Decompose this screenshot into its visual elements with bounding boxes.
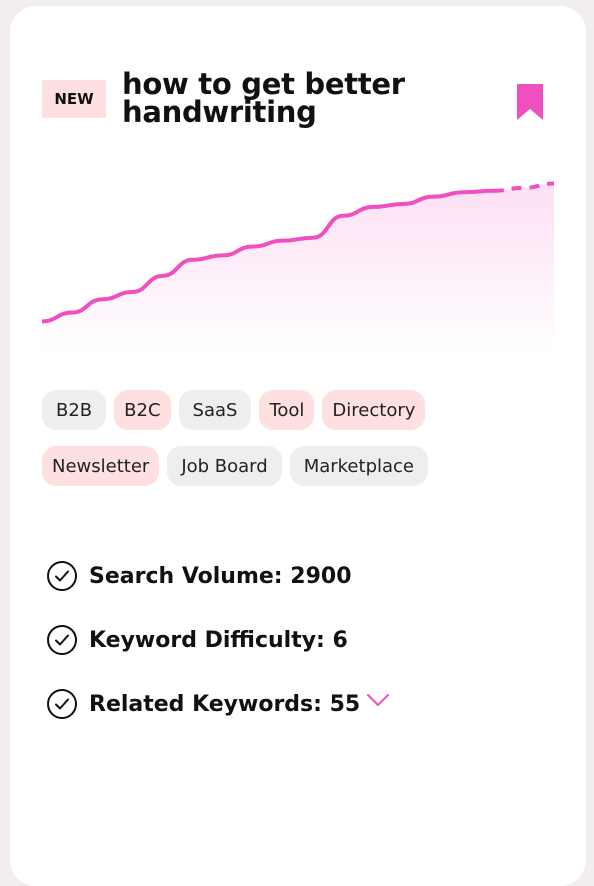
stat-search-volume: Search Volume: 2900: [46, 558, 566, 594]
tag-row: Newsletter Job Board Marketplace: [42, 446, 562, 486]
trend-chart: [42, 181, 554, 354]
new-badge: NEW: [42, 80, 106, 118]
tag-newsletter[interactable]: Newsletter: [42, 446, 160, 486]
tag-row: B2B B2C SaaS Tool Directory: [42, 390, 562, 430]
category-tags: B2B B2C SaaS Tool Directory Newsletter Job Bo…: [42, 390, 562, 502]
keyword-difficulty-text: Keyword Difficulty: 6: [89, 627, 348, 653]
check-circle-icon: [47, 625, 77, 655]
tag-b2b[interactable]: B2B: [42, 390, 107, 430]
keyword-title: how to get better handwriting: [122, 67, 405, 129]
tag-job-board[interactable]: Job Board: [167, 446, 282, 486]
related-keywords-text: Related Keywords: 55: [89, 691, 361, 717]
keyword-card: NEW how to get better handwriting B2B B2C…: [10, 6, 586, 886]
check-circle-icon: [47, 689, 77, 719]
tag-directory[interactable]: Directory: [322, 390, 426, 430]
trend-area: [42, 183, 554, 354]
bookmark-icon[interactable]: [515, 82, 545, 122]
chevron-down-icon[interactable]: [366, 692, 390, 708]
stat-related-keywords: Related Keywords: 55: [46, 686, 566, 722]
search-volume-text: Search Volume: 2900: [89, 563, 352, 589]
stat-keyword-difficulty: Keyword Difficulty: 6: [46, 622, 566, 658]
tag-tool[interactable]: Tool: [259, 390, 315, 430]
tag-b2c[interactable]: B2C: [114, 390, 171, 430]
tag-saas[interactable]: SaaS: [178, 390, 252, 430]
keyword-stats: Search Volume: 2900 Keyword Difficulty: …: [46, 558, 566, 750]
tag-marketplace[interactable]: Marketplace: [289, 446, 428, 486]
forecast-line: [493, 181, 554, 193]
trend-line: [42, 188, 496, 324]
check-circle-icon: [47, 561, 77, 591]
